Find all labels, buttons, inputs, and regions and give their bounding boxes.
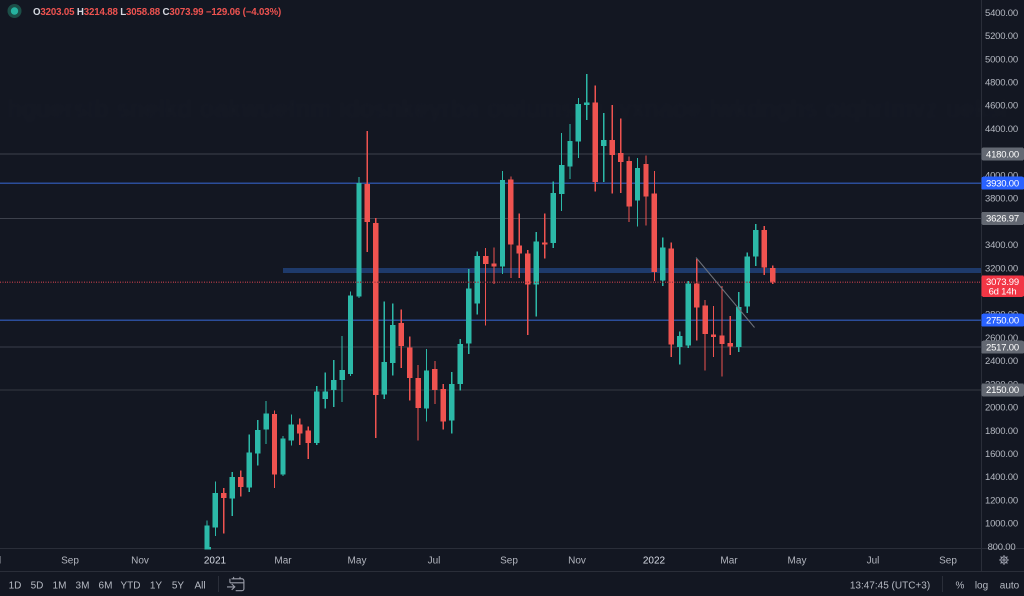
svg-text:Jul: Jul — [867, 556, 880, 567]
svg-text:Sep: Sep — [500, 556, 518, 567]
svg-text:Sep: Sep — [939, 556, 957, 567]
svg-text:3626.97: 3626.97 — [986, 214, 1019, 225]
svg-text:3200.00: 3200.00 — [985, 263, 1018, 274]
svg-text:1M: 1M — [53, 581, 67, 592]
svg-text:5Y: 5Y — [172, 581, 185, 592]
svg-text:4400.00: 4400.00 — [985, 124, 1018, 135]
svg-text:1400.00: 1400.00 — [985, 472, 1018, 483]
svg-text:4800.00: 4800.00 — [985, 78, 1018, 89]
svg-text:3M: 3M — [76, 581, 90, 592]
svg-text:3400.00: 3400.00 — [985, 240, 1018, 251]
svg-text:%: % — [956, 581, 965, 592]
svg-text:O3203.05 H3214.88 L3058.88 C30: O3203.05 H3214.88 L3058.88 C3073.99 −129… — [33, 7, 281, 18]
svg-text:3800.00: 3800.00 — [985, 194, 1018, 205]
svg-text:2000.00: 2000.00 — [985, 403, 1018, 414]
svg-text:2517.00: 2517.00 — [986, 343, 1019, 354]
svg-text:All: All — [194, 581, 205, 592]
svg-text:1200.00: 1200.00 — [985, 496, 1018, 507]
svg-text:Jul: Jul — [428, 556, 441, 567]
svg-text:1600.00: 1600.00 — [985, 449, 1018, 460]
svg-text:Mar: Mar — [274, 556, 292, 567]
svg-text:800.00: 800.00 — [988, 542, 1016, 553]
svg-text:6d 14h: 6d 14h — [989, 287, 1017, 298]
svg-text:1D: 1D — [9, 581, 22, 592]
svg-text:auto: auto — [1000, 581, 1020, 592]
svg-text:2150.00: 2150.00 — [986, 385, 1019, 396]
svg-text:2400.00: 2400.00 — [985, 356, 1018, 367]
svg-text:4600.00: 4600.00 — [985, 101, 1018, 112]
svg-text:3930.00: 3930.00 — [986, 179, 1019, 190]
svg-text:13:47:45 (UTC+3): 13:47:45 (UTC+3) — [850, 581, 930, 592]
svg-text:Mar: Mar — [720, 556, 738, 567]
svg-text:1Y: 1Y — [150, 581, 163, 592]
svg-text:2021: 2021 — [204, 556, 227, 567]
svg-text:5200.00: 5200.00 — [985, 31, 1018, 42]
svg-text:Sep: Sep — [61, 556, 79, 567]
svg-text:hguerstb snelkd oakwuefnm idos: hguerstb snelkd oakwuefnm idosnkeyrba ow… — [8, 96, 1007, 123]
svg-text:2750.00: 2750.00 — [986, 316, 1019, 327]
svg-text:6M: 6M — [99, 581, 113, 592]
svg-text:5D: 5D — [31, 581, 44, 592]
svg-text:log: log — [975, 581, 988, 592]
svg-text:2600.00: 2600.00 — [985, 333, 1018, 344]
svg-text:3073.99: 3073.99 — [986, 277, 1019, 288]
svg-text:4000.00: 4000.00 — [985, 170, 1018, 181]
svg-text:1000.00: 1000.00 — [985, 519, 1018, 530]
svg-text:2022: 2022 — [643, 556, 666, 567]
svg-text:4180.00: 4180.00 — [986, 149, 1019, 160]
svg-text:Nov: Nov — [568, 556, 586, 567]
svg-text:5000.00: 5000.00 — [985, 54, 1018, 65]
svg-text:l: l — [0, 556, 1, 567]
svg-text:May: May — [788, 556, 807, 567]
svg-text:5400.00: 5400.00 — [985, 8, 1018, 19]
svg-text:May: May — [348, 556, 367, 567]
svg-text:YTD: YTD — [121, 581, 141, 592]
svg-text:1800.00: 1800.00 — [985, 426, 1018, 437]
svg-text:Nov: Nov — [131, 556, 149, 567]
